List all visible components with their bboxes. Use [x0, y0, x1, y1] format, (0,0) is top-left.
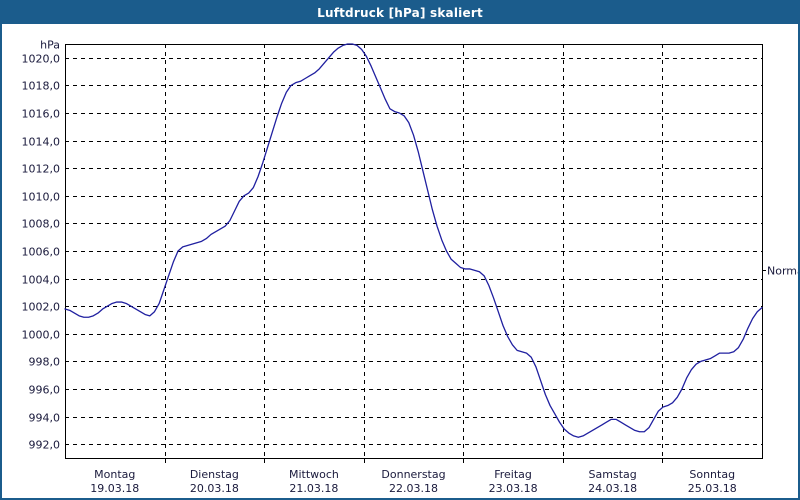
y-axis-tick-label: 996,0: [29, 384, 61, 397]
y-axis-tick-label: 1014,0: [22, 136, 61, 149]
y-axis-labels: 1020,0 1018,0 1016,0 1014,0 1012,0 1010,0 1008…: [22, 39, 61, 452]
window-title-bar: Luftdruck [hPa] skaliert: [2, 2, 798, 24]
y-axis-tick-label: 1006,0: [22, 246, 61, 259]
x-axis-date-label: 20.03.18: [190, 482, 239, 495]
y-axis-tick-label: 1002,0: [22, 301, 61, 314]
x-axis-day-label: Sonntag: [689, 468, 735, 481]
x-axis-date-label: 25.03.18: [688, 482, 737, 495]
y-axis-tick-label: 1000,0: [22, 329, 61, 342]
x-axis-date-label: 23.03.18: [489, 482, 538, 495]
series-line-luftdruck: [64, 43, 763, 438]
page-title: Luftdruck [hPa] skaliert: [317, 6, 483, 20]
y-axis-tick-label: 1010,0: [22, 191, 61, 204]
series-layer: [64, 43, 763, 438]
pressure-line-chart: 1020,0 1018,0 1016,0 1014,0 1012,0 1010,0 1008…: [22, 39, 799, 496]
plot-border: [64, 43, 764, 460]
plot-frame: [64, 43, 764, 463]
y-axis-tick-label: 1004,0: [22, 274, 61, 287]
x-axis-day-label: Dienstag: [190, 468, 239, 481]
x-axis-date-label: 21.03.18: [289, 482, 338, 495]
x-axis-day-label: Mittwoch: [289, 468, 339, 481]
y-axis-tick-label: 1016,0: [22, 108, 61, 121]
x-axis-day-label: Donnerstag: [381, 468, 445, 481]
x-axis-day-label: Samstag: [589, 468, 637, 481]
x-axis-date-label: 24.03.18: [588, 482, 637, 495]
chart-area: 1020,0 1018,0 1016,0 1014,0 1012,0 1010,0 1008…: [2, 24, 798, 498]
y-axis-unit-label: hPa: [40, 39, 60, 52]
y-axis-tick-label: 1018,0: [22, 80, 61, 93]
y-axis-tick-label: 998,0: [29, 356, 61, 369]
y-axis-tick-label: 992,0: [29, 439, 61, 452]
y-axis-tick-label: 1008,0: [22, 218, 61, 231]
y-axis-tick-label: 1020,0: [22, 53, 61, 66]
x-axis-day-label: Freitag: [494, 468, 532, 481]
gridlines: [65, 44, 762, 458]
annotations-layer: Normal: [762, 265, 798, 278]
normal-level-label: Normal: [767, 265, 798, 278]
x-axis-day-label: Montag: [94, 468, 135, 481]
x-axis-date-label: 19.03.18: [90, 482, 139, 495]
y-axis-tick-label: 994,0: [29, 412, 61, 425]
y-axis-tick-label: 1012,0: [22, 163, 61, 176]
x-axis-date-label: 22.03.18: [389, 482, 438, 495]
